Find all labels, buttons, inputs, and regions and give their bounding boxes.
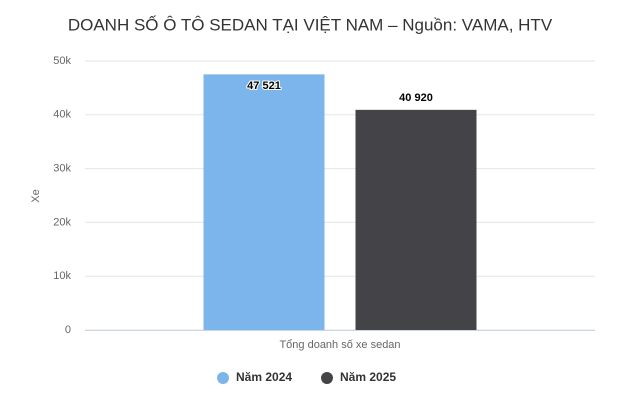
legend-marker [321, 372, 333, 384]
value-label: 47 521 [247, 80, 281, 92]
y-tick-label: 30k [53, 163, 71, 175]
y-tick-label: 50k [53, 55, 71, 67]
y-axis-title: Xe [30, 189, 42, 202]
y-tick-label: 10k [53, 270, 71, 282]
bar [203, 74, 325, 330]
y-tick-label: 0 [65, 324, 71, 336]
bar [355, 109, 477, 330]
value-label: 40 920 [399, 92, 433, 104]
x-tick-label: Tổng doanh số xe sedan [279, 339, 400, 351]
legend-marker [217, 372, 229, 384]
chart-title: DOANH SỐ Ô TÔ SEDAN TẠI VIỆT NAM – Nguồn… [68, 14, 553, 34]
legend-label[interactable]: Năm 2025 [340, 370, 396, 384]
y-tick-label: 20k [53, 216, 71, 228]
legend-label[interactable]: Năm 2024 [236, 370, 292, 384]
y-tick-label: 40k [53, 109, 71, 121]
